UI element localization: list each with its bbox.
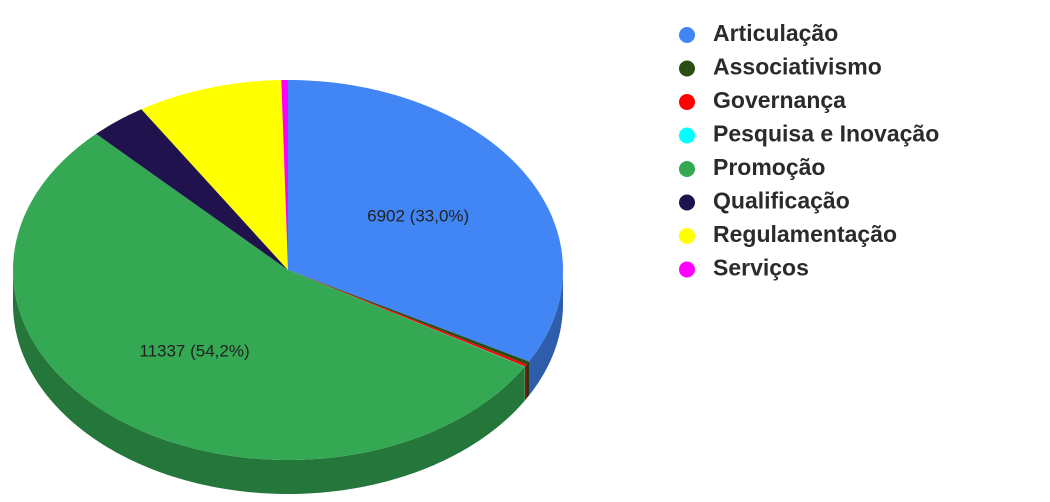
slice xyxy=(288,80,563,362)
legend-label: Serviços xyxy=(713,255,809,281)
legend-label: Articulação xyxy=(713,20,838,46)
slice xyxy=(288,270,529,365)
legend-marker xyxy=(679,127,695,144)
slice xyxy=(96,109,288,270)
slice xyxy=(141,80,288,271)
legend-label: Governança xyxy=(713,87,846,113)
data-label: 6902 (33,0%) xyxy=(367,206,469,225)
legend-label: Regulamentação xyxy=(713,221,897,247)
slice-side xyxy=(526,361,529,399)
legend-marker xyxy=(679,261,695,278)
slice-side xyxy=(13,270,525,494)
slice-side xyxy=(524,364,527,401)
legend-label: Pesquisa e Inovação xyxy=(713,121,939,147)
legend-marker xyxy=(679,194,695,211)
legend-label: Qualificação xyxy=(713,188,850,214)
legend-marker xyxy=(679,27,695,43)
legend-marker xyxy=(679,94,695,110)
data-label: 11337 (54,2%) xyxy=(139,342,249,361)
slice-side xyxy=(528,270,563,396)
legend-marker xyxy=(679,228,695,244)
slice xyxy=(281,80,288,270)
slice xyxy=(288,270,527,367)
legend-marker xyxy=(679,161,695,177)
slice xyxy=(13,133,525,460)
legend-marker xyxy=(679,60,695,77)
slice xyxy=(288,270,525,367)
legend-label: Promoção xyxy=(713,154,825,180)
legend-label: Associativismo xyxy=(713,54,882,80)
